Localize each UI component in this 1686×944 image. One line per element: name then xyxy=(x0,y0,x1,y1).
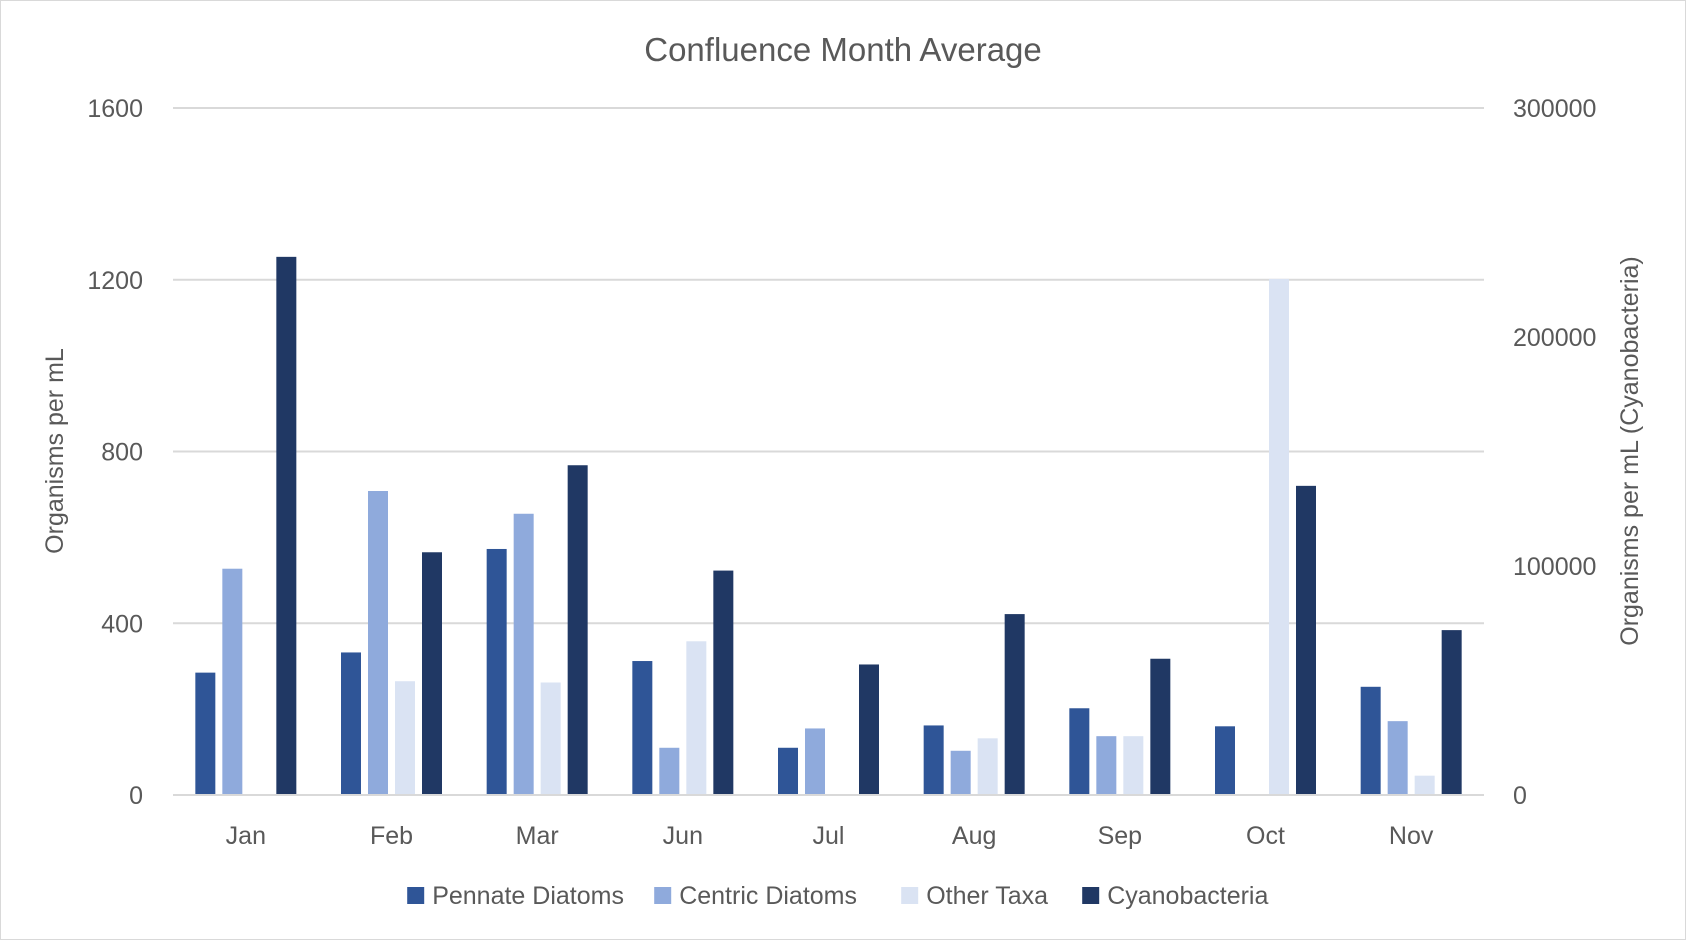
bar-centric-diatoms-jan xyxy=(222,568,243,795)
x-tick-label: Jun xyxy=(663,822,703,850)
bar-centric-diatoms-nov xyxy=(1387,721,1408,795)
bar-cyanobacteria-aug xyxy=(1004,614,1025,795)
bar-cyanobacteria-jun xyxy=(713,570,734,795)
left-y-axis-label: Organisms per mL xyxy=(41,348,69,554)
legend-label: Cyanobacteria xyxy=(1107,882,1268,910)
bar-centric-diatoms-aug xyxy=(950,750,971,795)
bar-other-taxa-oct xyxy=(1269,278,1289,795)
bar-centric-diatoms-feb xyxy=(368,491,388,795)
legend-label: Pennate Diatoms xyxy=(432,882,624,910)
left-y-axis: 0 400 800 1200 1600 xyxy=(87,95,143,810)
legend-swatch-pennate-diatoms xyxy=(407,887,425,904)
left-y-tick-label: 800 xyxy=(101,439,143,467)
bar-centric-diatoms-sep xyxy=(1096,736,1117,795)
chart-title: Confluence Month Average xyxy=(644,31,1042,68)
left-y-tick-label: 0 xyxy=(129,782,143,810)
bar-other-taxa-jun xyxy=(686,641,707,795)
bar-other-taxa-nov xyxy=(1414,775,1435,795)
x-tick-label: Jan xyxy=(226,822,266,850)
bar-centric-diatoms-jul xyxy=(805,728,825,795)
bar-other-taxa-sep xyxy=(1123,736,1144,795)
bar-pennate-diatoms-nov xyxy=(1360,686,1381,795)
bar-pennate-diatoms-mar xyxy=(486,548,507,795)
legend: Pennate Diatoms Centric Diatoms Other Taxa… xyxy=(407,882,1269,910)
bar-pennate-diatoms-feb xyxy=(341,652,361,795)
x-axis: Jan Feb Mar Jun Jul Aug Sep Oct Nov xyxy=(173,794,1484,850)
x-tick-label: Nov xyxy=(1389,822,1434,850)
bar-pennate-diatoms-aug xyxy=(923,725,944,795)
bars xyxy=(195,256,1462,796)
legend-label: Other Taxa xyxy=(926,882,1048,910)
legend-swatch-centric-diatoms xyxy=(654,887,672,904)
right-y-tick-label: 200000 xyxy=(1513,324,1596,352)
legend-swatch-cyanobacteria xyxy=(1082,887,1100,904)
right-y-tick-label: 100000 xyxy=(1513,553,1596,581)
bar-cyanobacteria-sep xyxy=(1150,658,1171,795)
x-tick-label: Feb xyxy=(370,822,413,850)
bar-pennate-diatoms-jun xyxy=(632,661,653,795)
bar-pennate-diatoms-jan xyxy=(195,672,216,795)
bar-cyanobacteria-mar xyxy=(567,465,588,795)
bar-other-taxa-aug xyxy=(977,738,998,795)
bar-other-taxa-feb xyxy=(395,681,415,795)
x-tick-label: Aug xyxy=(952,822,996,850)
bar-cyanobacteria-oct xyxy=(1296,485,1316,795)
bar-cyanobacteria-jul xyxy=(859,664,879,795)
left-y-tick-label: 1600 xyxy=(87,95,143,123)
x-tick-label: Oct xyxy=(1246,822,1285,850)
bar-centric-diatoms-jun xyxy=(659,747,680,795)
right-y-tick-label: 0 xyxy=(1513,782,1527,810)
right-y-tick-label: 300000 xyxy=(1513,95,1596,123)
x-tick-label: Mar xyxy=(516,822,559,850)
bar-pennate-diatoms-sep xyxy=(1069,708,1090,795)
bar-cyanobacteria-feb xyxy=(422,552,442,795)
bar-pennate-diatoms-jul xyxy=(778,747,798,795)
bar-other-taxa-mar xyxy=(540,682,561,795)
left-y-tick-label: 1200 xyxy=(87,267,143,295)
legend-label: Centric Diatoms xyxy=(679,882,857,910)
bar-centric-diatoms-mar xyxy=(513,513,534,795)
left-y-tick-label: 400 xyxy=(101,610,143,638)
right-y-axis-label: Organisms per mL (Cyanobacteria) xyxy=(1616,256,1644,646)
bar-pennate-diatoms-oct xyxy=(1215,726,1235,795)
legend-swatch-other-taxa xyxy=(901,887,919,904)
bar-cyanobacteria-nov xyxy=(1441,630,1462,795)
x-tick-label: Sep xyxy=(1098,822,1142,850)
x-tick-label: Jul xyxy=(813,822,845,850)
bar-cyanobacteria-jan xyxy=(276,256,297,796)
right-y-axis: 0 100000 200000 300000 xyxy=(1513,95,1596,810)
